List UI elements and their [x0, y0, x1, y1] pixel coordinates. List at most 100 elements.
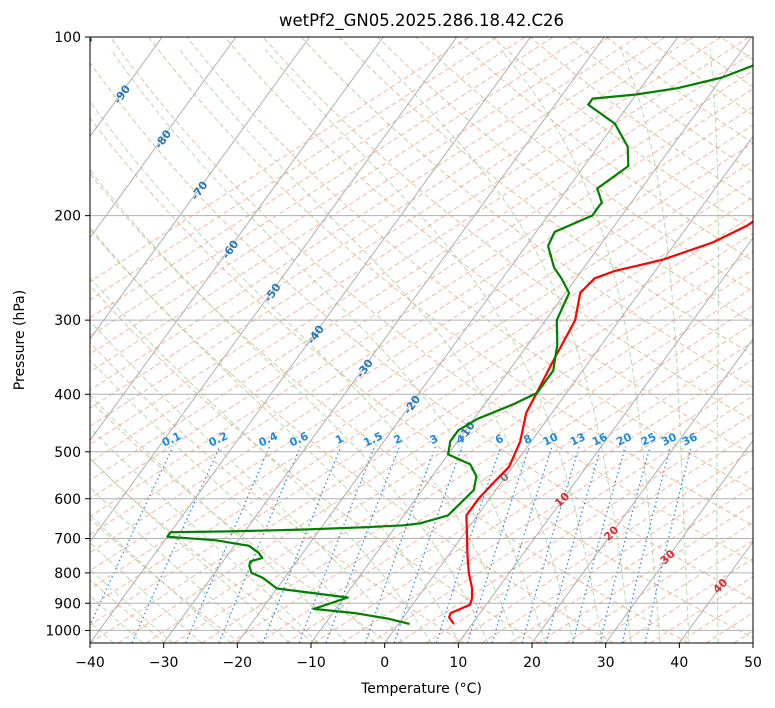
dry-adiabat [453, 37, 753, 262]
mixing-ratio-line [644, 446, 692, 643]
mixing-guide-line [453, 449, 753, 643]
isotherm-line [90, 37, 384, 442]
dry-adiabat [491, 37, 753, 232]
mixing-ratio-line [572, 446, 627, 643]
moist-adiabat [179, 49, 575, 643]
x-axis-ticks: −40 −30 −20 −10 0 10 20 30 40 50 [75, 643, 762, 671]
dewpoint-profile-line [166, 64, 753, 625]
mixing-ratio-line [466, 446, 530, 643]
mixing-guide-line [509, 485, 753, 643]
mixing-guide-line [90, 37, 470, 283]
mixing-guide-line [90, 37, 498, 301]
mixing-guide-line [90, 88, 753, 518]
mixing-guide-line [90, 214, 753, 643]
moist-adiabat-label: 10 [552, 489, 572, 509]
x-axis-label: Temperature (°C) [360, 681, 482, 697]
dry-adiabat [300, 37, 753, 389]
mixing-ratio-line [131, 446, 221, 643]
dry-adiabat [90, 458, 315, 643]
moist-adiabat [90, 359, 376, 643]
isotherm-line [384, 135, 753, 643]
mixing-guide-line [593, 539, 753, 643]
moist-adiabat [500, 49, 661, 643]
mixing-guide-line [90, 37, 554, 337]
mixing-ratio-line [262, 446, 342, 643]
mixing-ratio-label: 3 [428, 432, 440, 447]
moist-adiabat [90, 100, 517, 643]
mixing-guide-line [90, 37, 638, 391]
dry-adiabat [90, 117, 753, 639]
moist-adiabat [90, 276, 432, 643]
isotherm-line [236, 37, 679, 643]
mixing-ratio-label: 1.5 [362, 429, 385, 449]
dry-adiabat [720, 37, 753, 61]
mixing-guide-line [313, 359, 753, 643]
mixing-ratio-label: 25 [639, 430, 658, 448]
mixing-ratio-label: 30 [659, 430, 679, 448]
background-lines [90, 37, 775, 643]
isotherm-line [752, 642, 753, 643]
mixing-ratio-line [90, 446, 174, 627]
mixing-ratio-label: 0.1 [160, 429, 183, 449]
mixing-guide-line [565, 521, 753, 643]
moist-adiabat [90, 486, 261, 643]
mixing-ratio-line [298, 446, 376, 643]
y-tick-label: 600 [54, 492, 81, 508]
mixing-ratio-label: 10 [541, 430, 561, 448]
mixing-guide-line [762, 37, 775, 643]
mixing-guide-line [90, 196, 753, 626]
isotherm-line [163, 37, 605, 643]
mixing-guide-line [229, 304, 753, 643]
moist-adiabat [90, 320, 404, 643]
y-tick-label: 200 [54, 209, 81, 225]
dry-adiabat [759, 37, 775, 643]
mixing-guide-line [733, 630, 753, 643]
mixing-guide-line [173, 268, 753, 643]
isotherm-line [90, 37, 237, 239]
dry-adiabat [186, 37, 753, 491]
dry-adiabat [109, 37, 753, 563]
isotherm-line [90, 37, 531, 643]
mixing-ratio-line [491, 446, 553, 643]
y-tick-label: 500 [54, 445, 81, 461]
mixing-ratio-label: 1 [333, 432, 345, 447]
y-tick-label: 900 [54, 596, 81, 612]
mixing-ratio-line [218, 446, 301, 643]
mixing-guide-line [90, 37, 666, 409]
isotherm-line [605, 439, 753, 643]
moist-adiabat [90, 169, 489, 643]
dry-adiabat [606, 37, 753, 144]
moist-adiabat [620, 49, 690, 643]
dry-adiabat [682, 37, 753, 88]
moist-adiabat-label: 20 [601, 523, 621, 543]
mixing-ratio-line [521, 446, 580, 643]
moist-adiabat [90, 427, 319, 643]
y-tick-label: 300 [54, 313, 81, 329]
dry-adiabat [224, 37, 753, 456]
dry-adiabat [148, 37, 753, 526]
x-tick-label: −20 [223, 655, 253, 671]
mixing-ratio-label: 0.6 [287, 429, 310, 449]
mixing-guide-line [90, 37, 694, 427]
moist-adiabat [90, 394, 347, 643]
dry-adiabat [90, 518, 241, 643]
moist-adiabat [90, 457, 290, 643]
mixing-guide-line [117, 232, 753, 643]
x-tick-label: −40 [75, 655, 105, 671]
mixing-guide-line [90, 106, 753, 536]
x-tick-label: 30 [597, 655, 615, 671]
x-tick-label: 20 [523, 655, 541, 671]
x-tick-label: −10 [296, 655, 326, 671]
dry-adiabat [90, 172, 689, 643]
mixing-guide-line [537, 503, 753, 643]
mixing-guide-line [90, 160, 753, 590]
mixing-ratio-line [599, 446, 651, 643]
dry-adiabat [377, 37, 753, 324]
mixing-ratio-label: 20 [614, 430, 634, 448]
mixing-ratio-line [364, 446, 437, 643]
y-tick-label: 700 [54, 532, 81, 548]
x-tick-label: 0 [380, 655, 389, 671]
mixing-ratio-line [185, 446, 271, 643]
dry-adiabat [90, 579, 166, 643]
